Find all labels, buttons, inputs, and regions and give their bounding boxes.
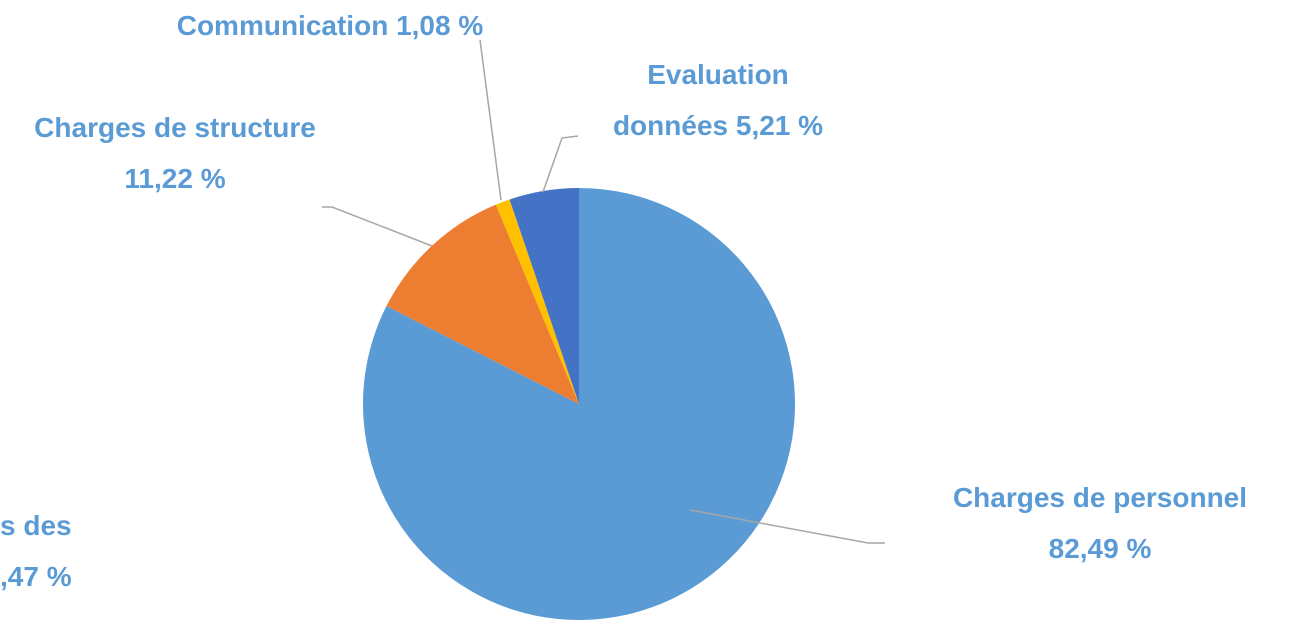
annotation: ,47 % bbox=[0, 561, 72, 592]
value-label: 1,08 % bbox=[396, 10, 484, 41]
leader-line bbox=[479, 39, 502, 201]
leader-line bbox=[689, 509, 885, 544]
cut-label: s des ,47 % bbox=[0, 500, 72, 602]
category-label: Charges de personnel bbox=[952, 482, 1248, 513]
pie-slice bbox=[386, 204, 579, 404]
leader-line bbox=[542, 135, 579, 193]
pie-slice bbox=[509, 188, 579, 404]
value-label: 5,21 % bbox=[735, 110, 824, 141]
slice-label: Charges de structure 11,22 % bbox=[30, 102, 320, 204]
slice-label: Charges de personnel 82,49 % bbox=[920, 472, 1280, 574]
annotation: s des bbox=[0, 510, 72, 541]
leader-line bbox=[322, 206, 433, 247]
value-label: 11,22 % bbox=[124, 163, 226, 194]
pie-slice bbox=[495, 199, 579, 404]
category-label: Evaluation données bbox=[612, 59, 789, 141]
category-label: Communication bbox=[176, 10, 389, 41]
slice-label: Communication 1,08 % bbox=[100, 0, 560, 51]
value-label: 82,49 % bbox=[1048, 533, 1152, 564]
category-label: Charges de structure bbox=[34, 112, 316, 143]
slice-label: Evaluation données 5,21 % bbox=[588, 49, 848, 151]
